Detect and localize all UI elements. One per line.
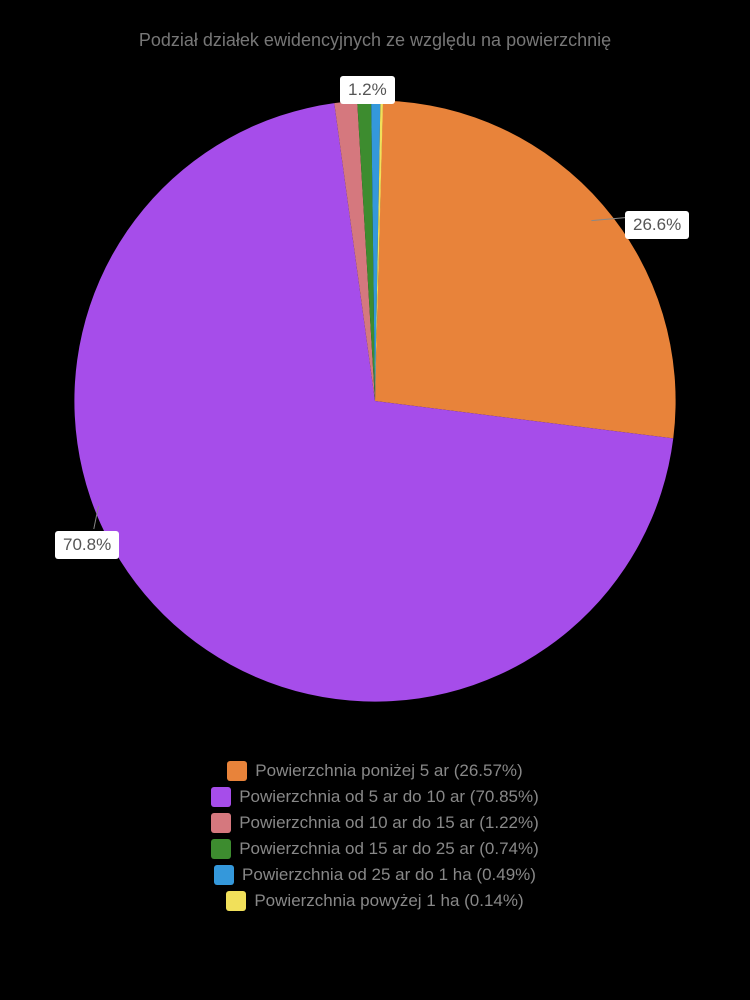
legend-swatch [226,891,246,911]
legend-item: Powierzchnia od 15 ar do 25 ar (0.74%) [211,839,539,859]
legend-item: Powierzchnia powyżej 1 ha (0.14%) [226,891,523,911]
legend-label: Powierzchnia od 15 ar do 25 ar (0.74%) [239,839,539,859]
legend: Powierzchnia poniżej 5 ar (26.57%) Powier… [211,761,539,911]
legend-label: Powierzchnia od 25 ar do 1 ha (0.49%) [242,865,536,885]
legend-label: Powierzchnia powyżej 1 ha (0.14%) [254,891,523,911]
callout-label: 1.2% [340,76,395,104]
legend-swatch [211,839,231,859]
legend-swatch [214,865,234,885]
legend-item: Powierzchnia od 5 ar do 10 ar (70.85%) [211,787,539,807]
legend-item: Powierzchnia od 25 ar do 1 ha (0.49%) [214,865,536,885]
pie-chart-container: 26.6%70.8%1.2% [55,81,695,721]
legend-label: Powierzchnia od 5 ar do 10 ar (70.85%) [239,787,539,807]
pie-slice [375,100,676,438]
legend-swatch [227,761,247,781]
callout-label: 70.8% [55,531,119,559]
chart-title: Podział działek ewidencyjnych ze względu… [139,30,611,51]
legend-label: Powierzchnia od 10 ar do 15 ar (1.22%) [239,813,539,833]
legend-item: Powierzchnia poniżej 5 ar (26.57%) [227,761,522,781]
callout-label: 26.6% [625,211,689,239]
legend-swatch [211,787,231,807]
pie-chart [55,81,695,721]
legend-label: Powierzchnia poniżej 5 ar (26.57%) [255,761,522,781]
legend-swatch [211,813,231,833]
legend-item: Powierzchnia od 10 ar do 15 ar (1.22%) [211,813,539,833]
